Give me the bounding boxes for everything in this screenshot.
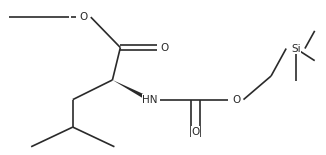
Text: O: O: [80, 12, 88, 22]
Polygon shape: [112, 80, 153, 101]
Text: Si: Si: [291, 44, 301, 53]
Text: O: O: [192, 127, 200, 137]
Text: O: O: [232, 95, 241, 105]
Text: HN: HN: [142, 95, 158, 105]
Text: O: O: [161, 42, 169, 53]
